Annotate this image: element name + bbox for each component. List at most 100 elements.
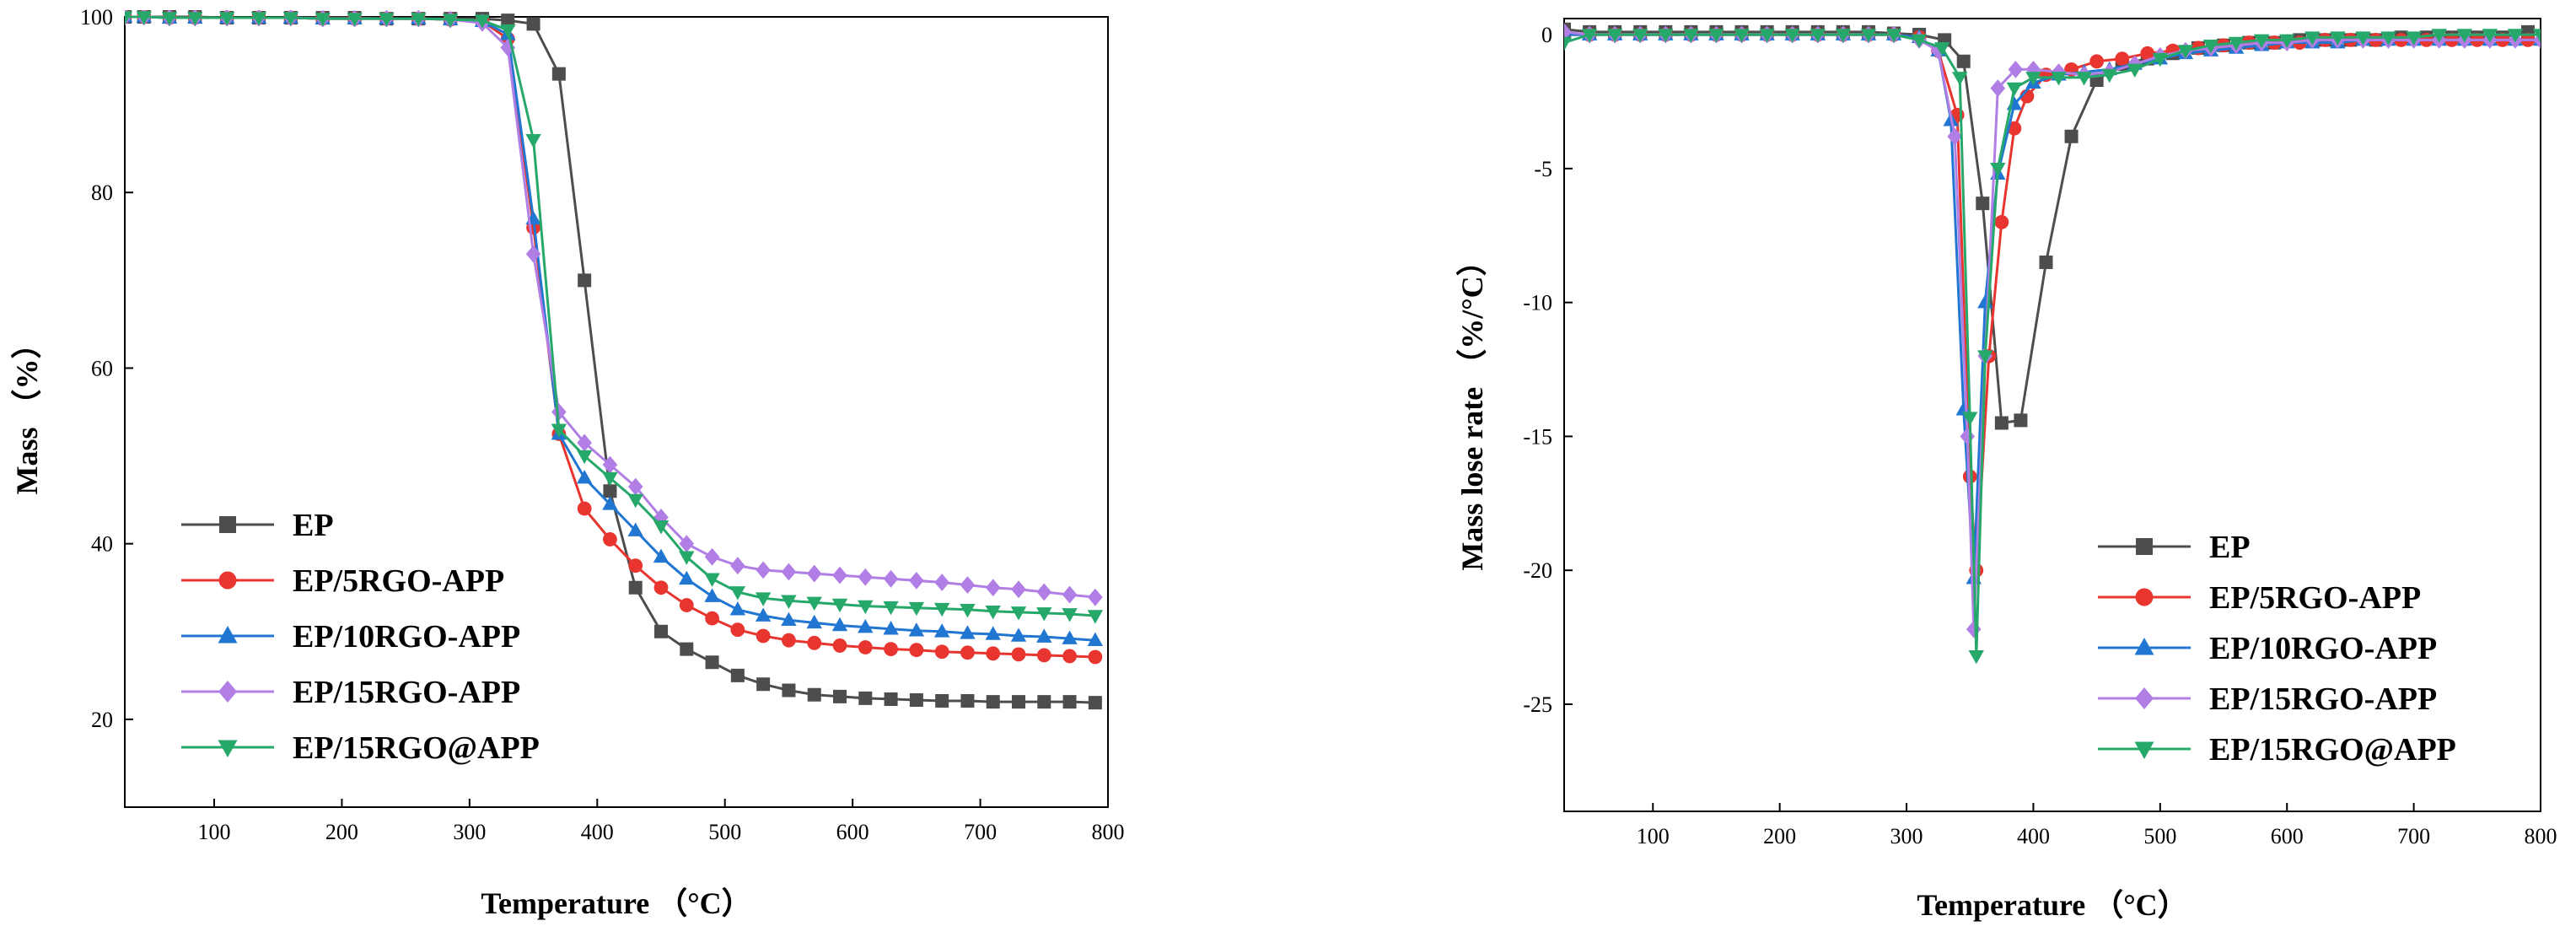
legend-label: EP/10RGO-APP xyxy=(2209,631,2437,666)
data-point xyxy=(781,563,797,581)
data-point xyxy=(833,689,847,703)
data-point xyxy=(442,13,459,28)
data-point xyxy=(1564,23,1572,41)
data-point xyxy=(1960,428,1976,445)
legend-label: EP/5RGO-APP xyxy=(2209,580,2421,616)
data-point xyxy=(705,611,719,626)
data-point xyxy=(935,694,949,708)
data-point xyxy=(934,644,949,660)
data-point xyxy=(2406,31,2422,46)
data-point xyxy=(960,625,976,639)
data-point xyxy=(2008,60,2024,78)
data-point xyxy=(1011,580,1026,599)
data-point xyxy=(729,601,746,616)
data-point xyxy=(858,691,873,705)
legend-marker xyxy=(218,740,238,757)
data-point xyxy=(2064,129,2079,143)
legend: EP EP/5RGO-APP EP/10RGO-APP EP/15RGO-APP EP/… xyxy=(2098,530,2456,768)
data-point xyxy=(653,548,670,563)
data-point xyxy=(782,683,796,698)
data-point xyxy=(679,535,695,553)
data-point xyxy=(679,570,695,585)
data-point xyxy=(781,595,797,609)
data-point xyxy=(807,635,822,650)
plot-frame xyxy=(1563,18,2541,812)
legend-marker xyxy=(2135,588,2154,606)
data-point xyxy=(883,601,899,616)
data-point xyxy=(1994,214,2009,229)
data-point xyxy=(756,628,771,644)
legend-marker xyxy=(2134,741,2154,759)
data-point xyxy=(781,611,797,627)
data-point xyxy=(884,642,898,656)
data-point xyxy=(2152,52,2169,67)
data-point xyxy=(577,434,592,452)
data-point xyxy=(1734,29,1750,43)
data-point xyxy=(1011,647,1026,662)
data-point xyxy=(807,687,821,702)
data-point xyxy=(218,12,235,26)
tga-mass-chart: 100 200 300 400 500 600 700 800 20 40 60 80 100 Tempe… xyxy=(10,5,1125,920)
data-point xyxy=(525,133,541,148)
data-point xyxy=(704,588,720,602)
data-point xyxy=(756,561,771,579)
data-point xyxy=(161,12,178,26)
legend-marker xyxy=(218,626,238,644)
x-tick-label: 300 xyxy=(1890,824,1923,848)
data-point xyxy=(2532,29,2541,43)
data-point xyxy=(2140,46,2155,61)
legend-label: EP/10RGO-APP xyxy=(293,619,520,654)
legend-label: EP/15RGO-APP xyxy=(2209,681,2437,717)
data-point xyxy=(2014,413,2028,428)
data-point xyxy=(2507,29,2524,43)
data-point xyxy=(1087,610,1104,624)
x-axis-label: Temperature （°C） xyxy=(1917,888,2187,922)
x-tick-label: 700 xyxy=(2397,824,2430,848)
data-point xyxy=(756,677,771,692)
data-point xyxy=(858,618,874,633)
data-point xyxy=(603,532,617,547)
data-point xyxy=(602,455,618,474)
dtg-mass-lose-rate-chart: 100 200 300 400 500 600 700 800 0 -5 -10 -15 -20 -25 T… xyxy=(1455,18,2557,922)
x-tick-label: 600 xyxy=(2271,824,2304,848)
data-point xyxy=(933,623,950,638)
data-point xyxy=(1990,79,2006,97)
data-point xyxy=(680,642,694,656)
data-point xyxy=(1977,350,1993,364)
x-axis-label: Temperature （°C） xyxy=(481,886,751,920)
data-point xyxy=(1606,29,1623,43)
data-point xyxy=(1010,606,1027,621)
x-tick-label: 500 xyxy=(708,820,741,844)
data-point xyxy=(985,579,1001,597)
x-tick-label: 100 xyxy=(1637,824,1670,848)
data-point xyxy=(474,14,491,29)
data-point xyxy=(2330,31,2346,46)
data-point xyxy=(602,496,618,510)
legend-marker xyxy=(218,571,237,590)
data-point xyxy=(883,569,899,588)
data-point xyxy=(1933,42,1950,57)
data-point xyxy=(578,273,592,288)
x-tick-label: 300 xyxy=(453,820,486,844)
data-point xyxy=(1062,649,1077,664)
data-point xyxy=(2076,72,2092,86)
data-point xyxy=(1990,163,2006,177)
data-point xyxy=(1036,648,1051,663)
data-point xyxy=(500,24,516,39)
data-point xyxy=(705,655,719,670)
x-tick-label: 400 xyxy=(581,820,614,844)
data-point xyxy=(1010,628,1027,642)
data-point xyxy=(909,643,924,658)
data-point xyxy=(933,602,950,617)
data-point xyxy=(525,245,541,263)
data-point xyxy=(909,571,924,590)
data-point xyxy=(1962,412,1978,426)
legend-marker xyxy=(219,516,236,533)
data-point xyxy=(1088,588,1103,606)
data-point xyxy=(2007,121,2022,136)
data-point xyxy=(2431,29,2447,43)
data-point xyxy=(627,477,643,496)
data-point xyxy=(2089,54,2105,69)
y-tick-label: 20 xyxy=(91,708,113,732)
